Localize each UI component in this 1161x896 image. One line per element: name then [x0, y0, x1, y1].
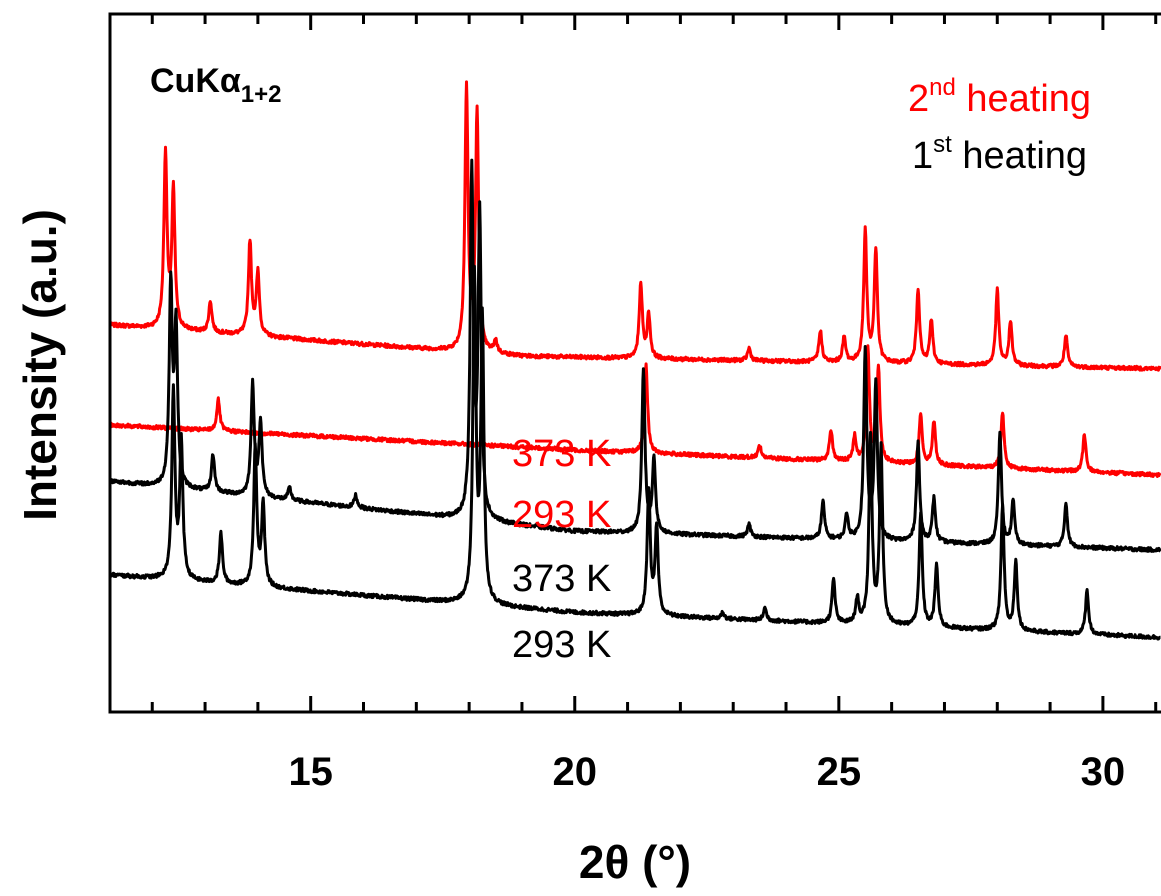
- trace-labels-group: 373 K 293 K 373 K 293 K: [512, 433, 611, 666]
- x-tick-label-25: 25: [817, 750, 862, 794]
- series-line-2nd-373K: [108, 80, 1161, 372]
- legend-2nd-base: 2: [908, 78, 929, 120]
- x-tick-labels-group: 15 20 25 30: [288, 750, 1125, 794]
- x-ticks-group: [150, 14, 1158, 712]
- legend-2nd-text: heating: [956, 78, 1091, 120]
- x-axis-title: 2θ (°): [579, 836, 691, 888]
- series-label-2nd-373K: 373 K: [512, 433, 611, 475]
- radiation-annotation: CuKα1+2: [150, 62, 282, 108]
- series-line-1st-373K: [108, 158, 1161, 553]
- x-tick-label-15: 15: [288, 750, 333, 794]
- series-label-1st-293K: 293 K: [512, 624, 611, 666]
- series-label-1st-373K: 373 K: [512, 558, 611, 600]
- plot-frame: [108, 12, 1161, 714]
- series-label-2nd-293K: 293 K: [512, 494, 611, 536]
- legend-2nd-heating: 2nd heating: [908, 74, 1091, 120]
- radiation-subscript: 1+2: [241, 81, 282, 108]
- legend-2nd-sup: nd: [929, 74, 956, 101]
- radiation-main: CuKα: [150, 62, 241, 100]
- traces-group: [108, 80, 1161, 641]
- series-line-2nd-293K: [108, 344, 1161, 478]
- legend-1st-text: heating: [952, 135, 1087, 177]
- legend-1st-sup: st: [933, 131, 952, 158]
- x-tick-label-30: 30: [1081, 750, 1126, 794]
- legend-1st-base: 1: [912, 135, 933, 177]
- series-line-1st-293K: [108, 264, 1161, 641]
- y-axis-title: Intensity (a.u.): [14, 209, 66, 521]
- x-tick-label-20: 20: [553, 750, 598, 794]
- legend-1st-heating: 1st heating: [912, 131, 1087, 177]
